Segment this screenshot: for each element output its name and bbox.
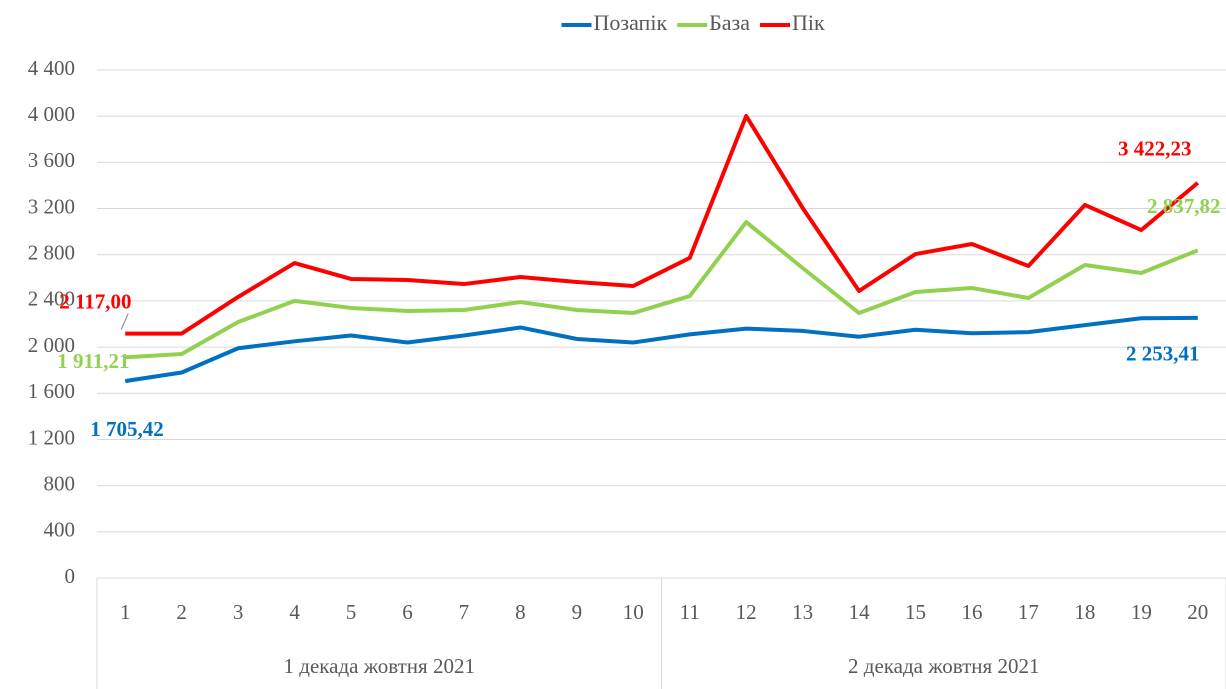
x-tick-label: 19 <box>1131 600 1152 624</box>
x-tick-label: 13 <box>792 600 813 624</box>
x-tick-label: 8 <box>515 600 526 624</box>
legend-label: Пік <box>792 10 825 35</box>
y-tick-label: 4 400 <box>28 56 75 80</box>
x-tick-label: 10 <box>623 600 644 624</box>
group-label: 1 декада жовтня 2021 <box>284 654 475 678</box>
x-tick-label: 20 <box>1187 600 1208 624</box>
y-tick-label: 2 400 <box>28 287 75 311</box>
series-line <box>124 315 1198 384</box>
x-tick-label: 7 <box>459 600 470 624</box>
x-tick-label: 15 <box>905 600 926 624</box>
y-tick-label: 3 600 <box>28 148 75 172</box>
x-tick-label: 5 <box>346 600 357 624</box>
y-tick-label: 1 600 <box>28 379 75 403</box>
data-label: 1 911,21 <box>57 349 129 373</box>
x-tick-label: 3 <box>233 600 244 624</box>
data-label: 1 705,42 <box>90 417 164 441</box>
x-tick-label: 17 <box>1018 600 1039 624</box>
x-tick-label: 9 <box>572 600 583 624</box>
series-line <box>125 220 1199 360</box>
data-label: 2 837,82 <box>1147 194 1221 218</box>
x-tick-label: 6 <box>402 600 413 624</box>
y-tick-label: 4 000 <box>28 102 75 126</box>
y-tick-label: 1 200 <box>28 425 75 449</box>
x-tick-label: 2 <box>176 600 187 624</box>
series-line <box>125 113 1200 336</box>
x-tick-label: 18 <box>1074 600 1095 624</box>
x-tick-label: 11 <box>680 600 700 624</box>
x-tick-label: 1 <box>120 600 131 624</box>
x-tick-label: 4 <box>289 600 300 624</box>
data-label: 2 117,00 <box>59 289 131 313</box>
y-tick-label: 2 000 <box>28 333 75 357</box>
x-tick-label: 16 <box>961 600 982 624</box>
y-tick-label: 400 <box>44 518 76 542</box>
leader-line <box>120 313 129 330</box>
y-tick-label: 2 800 <box>28 241 75 265</box>
x-tick-label: 12 <box>736 600 757 624</box>
y-tick-label: 3 200 <box>28 194 75 218</box>
legend-label: База <box>709 10 750 35</box>
y-tick-label: 0 <box>65 564 76 588</box>
data-label: 2 253,41 <box>1126 342 1200 366</box>
group-label: 2 декада жовтня 2021 <box>848 654 1039 678</box>
legend-label: Позапік <box>594 10 668 35</box>
data-label: 3 422,23 <box>1118 137 1192 161</box>
y-tick-label: 800 <box>44 471 76 495</box>
x-tick-label: 14 <box>849 600 871 624</box>
